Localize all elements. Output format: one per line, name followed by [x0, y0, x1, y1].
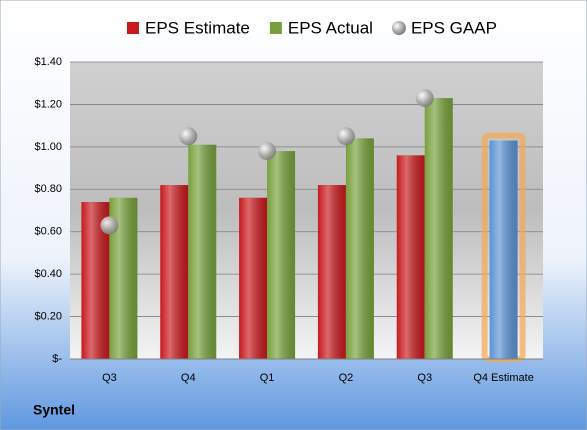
bar-shine — [317, 185, 346, 359]
legend-label: EPS GAAP — [411, 18, 497, 37]
y-tick-label: $0.40 — [34, 268, 62, 280]
bar-shine — [345, 138, 374, 359]
x-tick-label: Q3 — [102, 372, 117, 384]
legend-swatch — [269, 22, 282, 34]
y-tick-label: $1.20 — [34, 98, 62, 110]
company-label: Syntel — [33, 402, 75, 418]
x-tick-label: Q3 — [417, 372, 432, 384]
gaap-marker — [100, 216, 119, 235]
legend-label: EPS Estimate — [145, 18, 250, 37]
y-tick-label: $0.60 — [34, 226, 62, 238]
bar-shine — [396, 155, 425, 359]
y-tick-label: $0.80 — [34, 183, 62, 195]
x-tick-label: Q4 — [181, 372, 196, 384]
gaap-marker — [415, 89, 434, 108]
y-tick-label: $1.40 — [34, 56, 62, 68]
x-tick-label: Q4 Estimate — [473, 372, 534, 384]
y-tick-label: $0.20 — [34, 310, 62, 322]
legend-swatch — [391, 21, 406, 35]
legend-swatch — [127, 22, 139, 34]
legend-label: EPS Actual — [288, 18, 373, 37]
gaap-marker — [336, 127, 355, 146]
plot-area — [70, 62, 543, 359]
bar-shine — [160, 185, 189, 359]
x-tick-label: Q1 — [260, 372, 275, 384]
bar-shine — [489, 140, 518, 359]
bar-shine — [188, 144, 217, 359]
bar-shine — [424, 98, 453, 360]
gaap-marker — [179, 127, 198, 146]
gaap-marker — [258, 142, 277, 161]
bar-shine — [239, 197, 268, 359]
y-tick-label: $- — [52, 353, 62, 365]
x-tick-label: Q2 — [339, 372, 354, 384]
y-tick-label: $1.00 — [34, 141, 62, 153]
bar-shine — [267, 151, 296, 359]
